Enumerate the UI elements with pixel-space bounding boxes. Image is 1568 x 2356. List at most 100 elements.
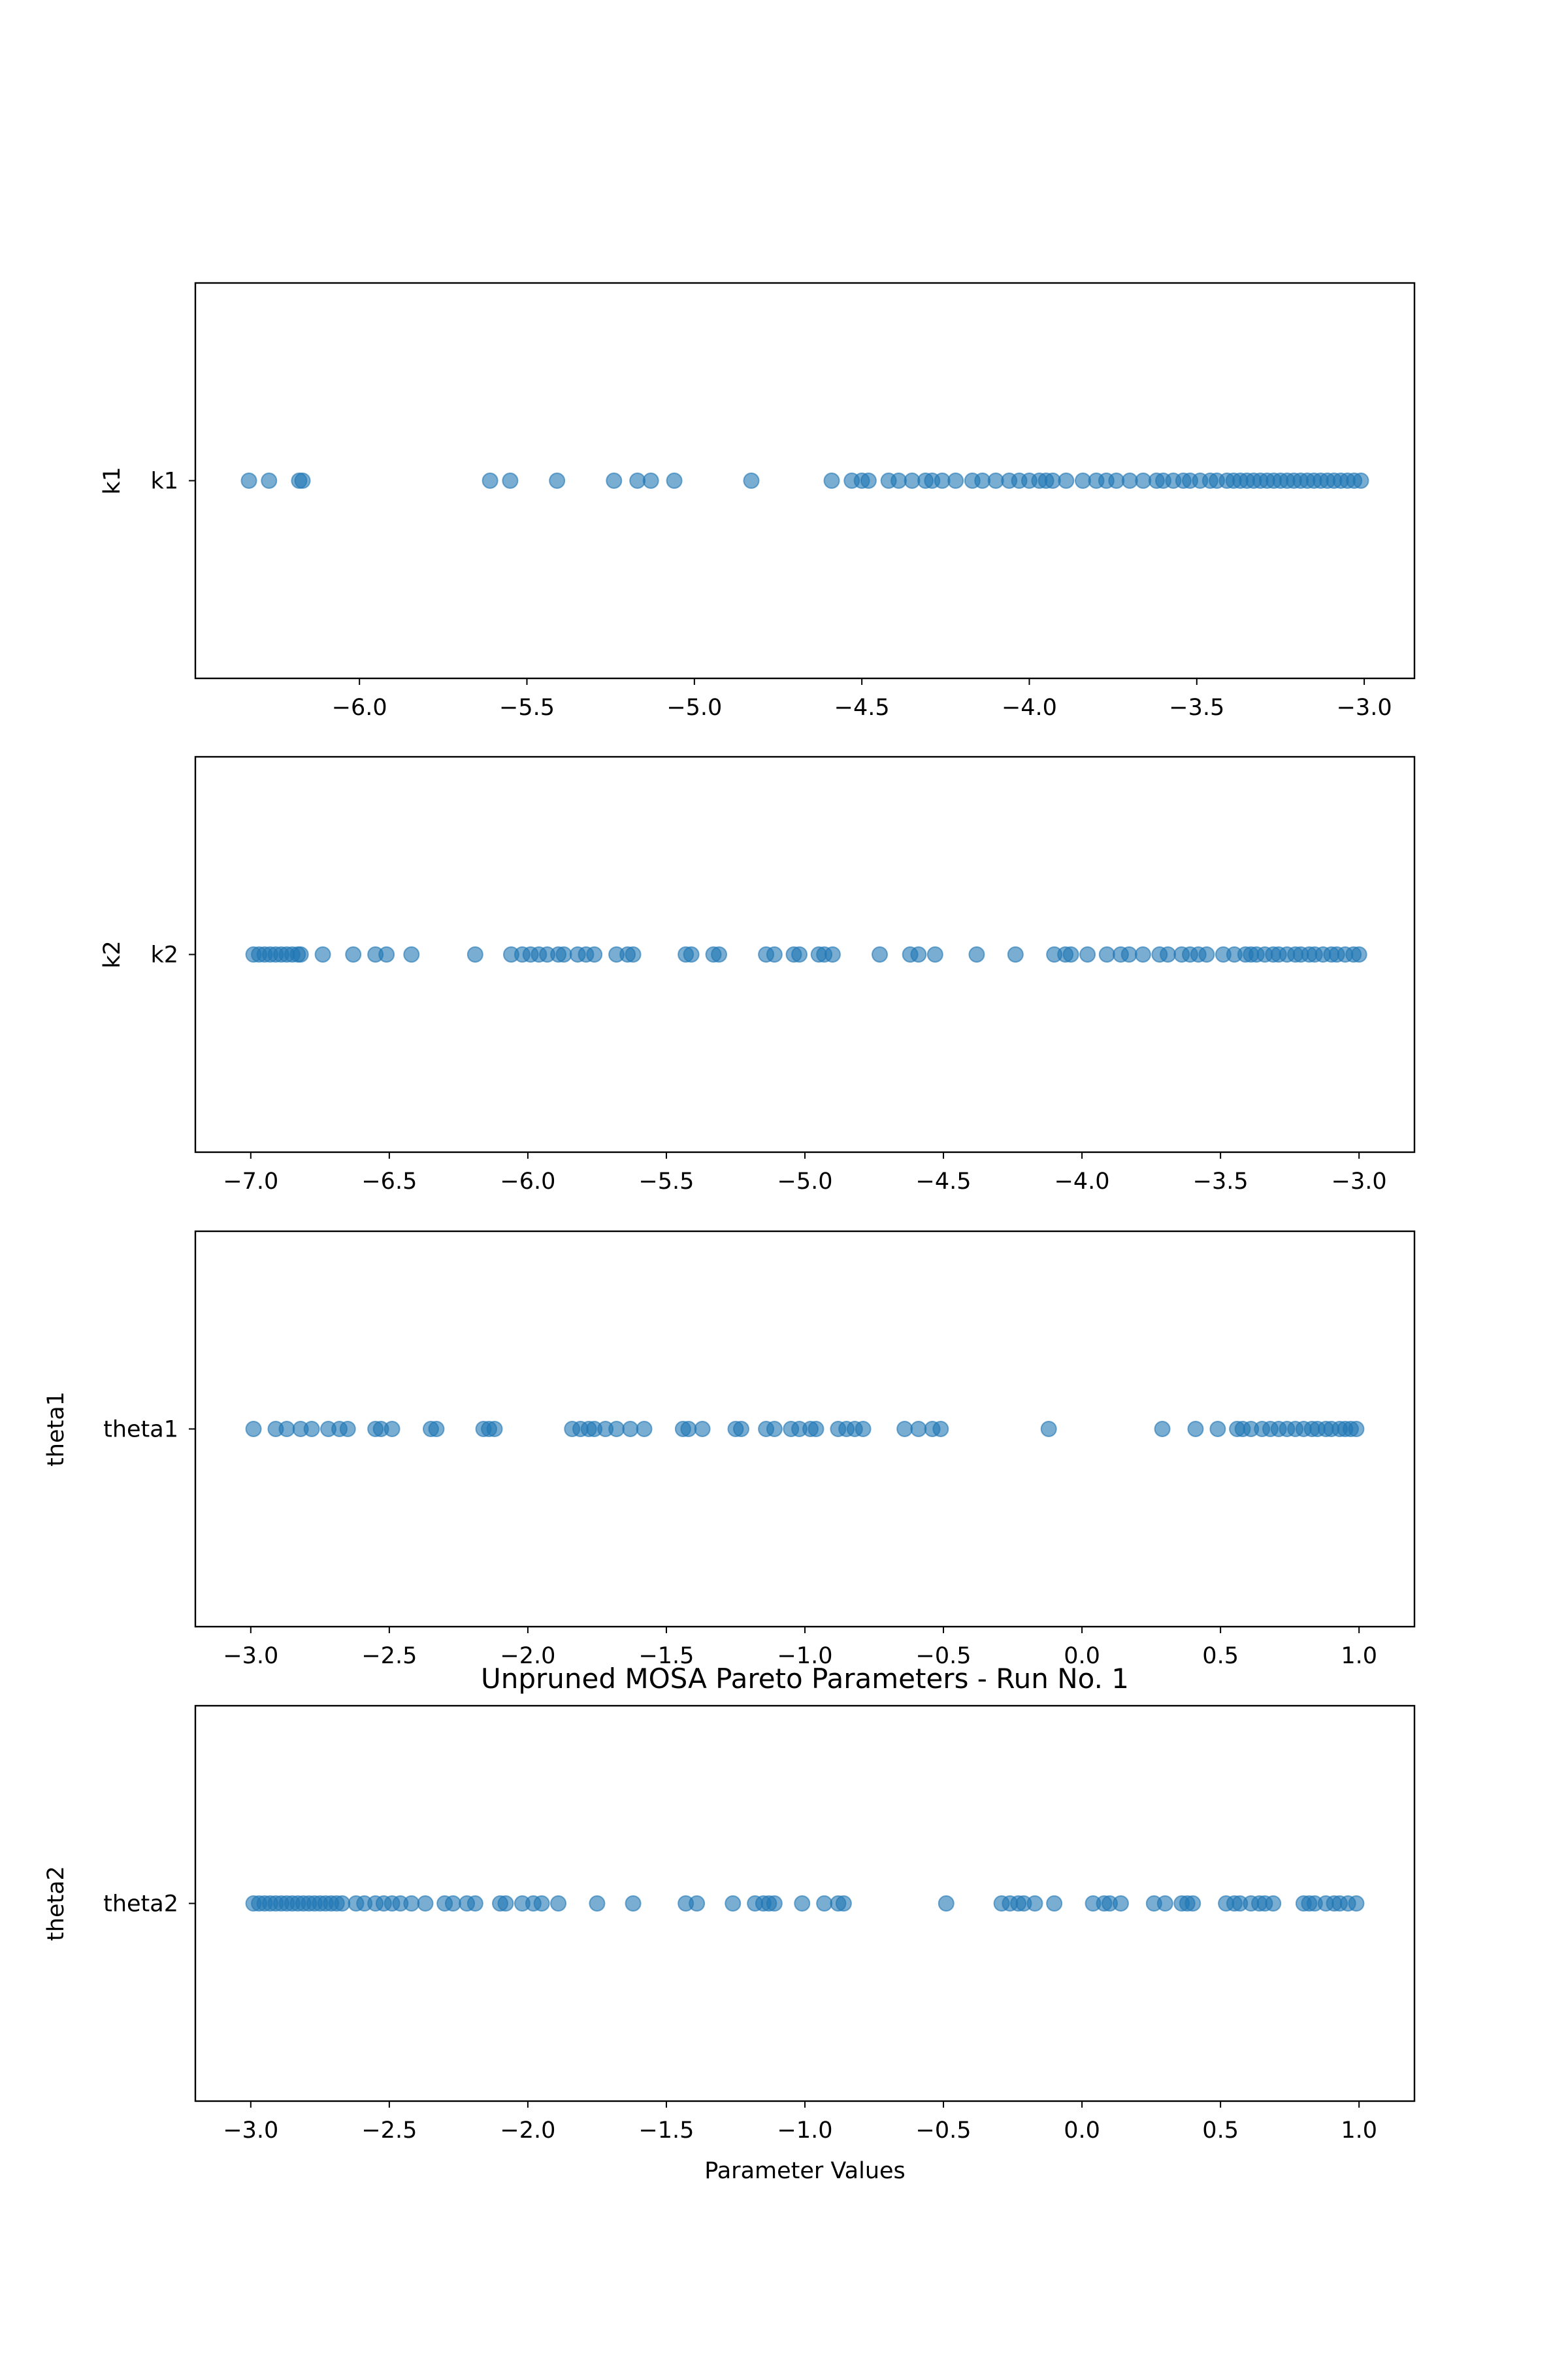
x-tick-label: 0.5 — [1202, 2117, 1239, 2144]
data-point — [816, 1895, 833, 1912]
data-point — [608, 1421, 625, 1437]
data-point — [766, 1421, 783, 1437]
x-tick-label: 0.5 — [1202, 1643, 1239, 1669]
data-point — [1112, 1895, 1129, 1912]
data-points — [240, 473, 1369, 489]
y-tick-label: theta1 — [103, 1417, 178, 1443]
data-point — [1007, 946, 1024, 963]
data-point — [680, 1421, 697, 1437]
data-point — [1134, 946, 1151, 963]
data-point — [711, 946, 728, 963]
x-tick-label: −3.0 — [1331, 1169, 1387, 1195]
data-point — [278, 1421, 295, 1437]
data-point — [872, 946, 889, 963]
y-tick-label: theta2 — [103, 1891, 178, 1917]
data-points — [245, 946, 1367, 963]
x-tick-label: −2.0 — [500, 2117, 555, 2144]
y-axis-label: theta2 — [43, 1866, 69, 1941]
x-tick-label: −3.5 — [1193, 1169, 1249, 1195]
data-point — [261, 473, 278, 489]
data-point — [694, 1421, 711, 1437]
data-point — [1058, 473, 1075, 489]
data-point — [689, 1895, 706, 1912]
data-point — [947, 473, 964, 489]
data-point — [502, 473, 519, 489]
data-points — [245, 1895, 1365, 1912]
data-point — [1265, 1895, 1282, 1912]
x-tick-label: 0.0 — [1064, 1643, 1100, 1669]
data-point — [808, 1421, 825, 1437]
data-point — [606, 473, 623, 489]
x-tick-label: −7.0 — [223, 1169, 278, 1195]
data-point — [766, 946, 783, 963]
data-point — [625, 946, 642, 963]
y-axis-label: k2 — [99, 940, 125, 969]
data-point — [766, 1895, 783, 1912]
data-point — [240, 473, 257, 489]
data-point — [666, 473, 683, 489]
data-point — [725, 1895, 742, 1912]
data-point — [732, 1421, 749, 1437]
data-point — [938, 1895, 955, 1912]
x-tick-label: −4.0 — [1054, 1169, 1110, 1195]
data-point — [910, 946, 927, 963]
x-tick-label: −6.0 — [500, 1169, 555, 1195]
data-point — [550, 1895, 567, 1912]
data-point — [1348, 1895, 1365, 1912]
data-point — [932, 1421, 949, 1437]
y-tick-label: k2 — [150, 942, 178, 969]
x-tick-label: −5.0 — [666, 695, 722, 721]
y-axis-label: k1 — [99, 467, 125, 495]
data-points — [245, 1421, 1365, 1437]
data-point — [378, 946, 395, 963]
data-point — [497, 1895, 514, 1912]
data-point — [303, 1421, 320, 1437]
data-point — [1209, 1421, 1226, 1437]
x-axis-label: Parameter Values — [704, 2158, 906, 2184]
data-point — [1079, 946, 1096, 963]
x-tick-label: −4.5 — [916, 1169, 972, 1195]
data-point — [444, 1895, 461, 1912]
data-point — [642, 473, 659, 489]
data-point — [910, 1421, 927, 1437]
data-point — [1352, 473, 1369, 489]
x-tick-label: −3.0 — [223, 1643, 278, 1669]
data-point — [292, 946, 309, 963]
data-point — [1184, 1895, 1201, 1912]
data-point — [824, 946, 841, 963]
data-point — [586, 946, 603, 963]
x-tick-label: −2.5 — [361, 1643, 417, 1669]
data-point — [549, 473, 566, 489]
data-point — [1187, 1421, 1204, 1437]
x-tick-label: −2.0 — [500, 1643, 555, 1669]
x-tick-label: −3.0 — [1337, 695, 1392, 721]
data-point — [791, 946, 808, 963]
x-tick-label: −1.5 — [638, 2117, 694, 2144]
data-point — [589, 1895, 606, 1912]
data-point — [403, 1895, 420, 1912]
data-point — [1026, 1895, 1043, 1912]
subplot-theta1: −3.0 −2.5 −2.0 −1.5 −1.0 −0.5 0.0 0.5 1.0 theta1 t… — [43, 1230, 1416, 1669]
x-tick-label: 0.0 — [1064, 2117, 1100, 2144]
x-tick-label: −2.5 — [361, 2117, 417, 2144]
data-point — [855, 1421, 872, 1437]
x-tick-label: −1.5 — [638, 1643, 694, 1669]
data-point — [896, 1421, 913, 1437]
data-point — [823, 473, 840, 489]
data-point — [417, 1895, 434, 1912]
x-tick-label: −4.0 — [1002, 695, 1057, 721]
data-point — [1046, 1895, 1063, 1912]
data-point — [835, 1895, 852, 1912]
data-point — [294, 473, 311, 489]
x-tick-label: −1.0 — [777, 2117, 833, 2144]
y-tick-label: k1 — [150, 469, 178, 495]
data-point — [1062, 946, 1079, 963]
x-tick-label: −4.5 — [834, 695, 890, 721]
data-point — [486, 1421, 503, 1437]
x-tick-label: −6.0 — [332, 695, 387, 721]
x-tick-label: 1.0 — [1341, 2117, 1377, 2144]
x-tick-label: −5.0 — [777, 1169, 833, 1195]
data-point — [743, 473, 760, 489]
